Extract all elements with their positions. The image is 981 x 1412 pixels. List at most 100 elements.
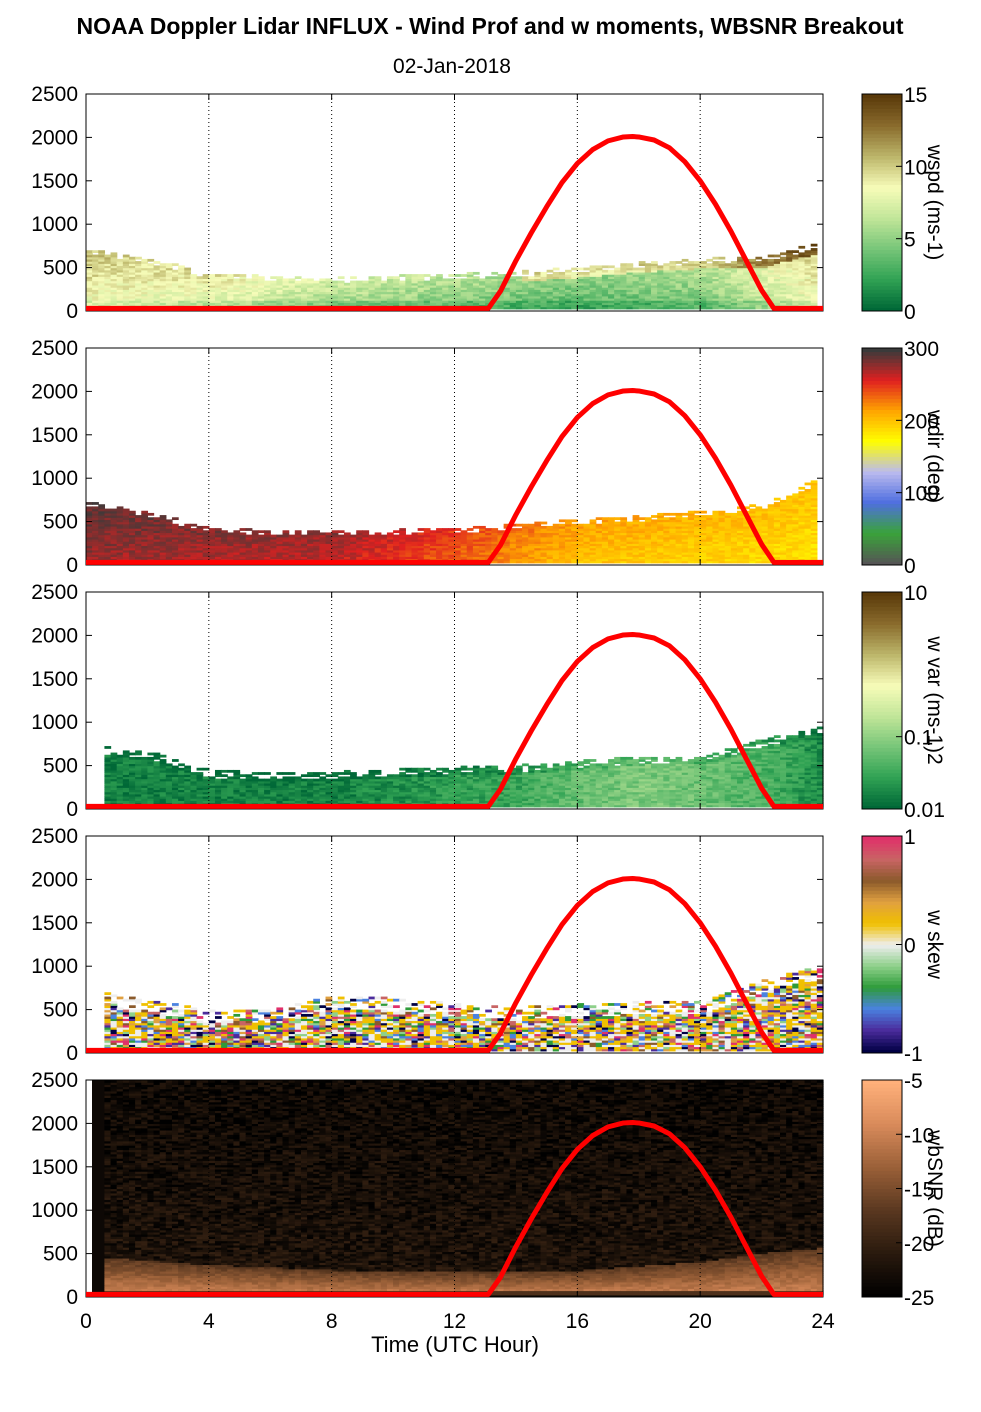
data-cell bbox=[644, 274, 652, 277]
data-cell bbox=[337, 282, 345, 286]
data-cell bbox=[503, 289, 511, 293]
data-cell bbox=[798, 280, 806, 284]
data-cell bbox=[135, 556, 142, 560]
data-cell bbox=[153, 267, 161, 271]
data-cell bbox=[632, 302, 640, 306]
data-cell bbox=[761, 261, 769, 264]
data-cell bbox=[411, 276, 419, 280]
data-cell bbox=[595, 271, 603, 275]
data-cell bbox=[190, 547, 198, 551]
data-cell bbox=[98, 263, 106, 267]
data-cell bbox=[208, 293, 216, 297]
data-cell bbox=[454, 304, 462, 308]
data-cell bbox=[331, 530, 339, 534]
data-cell bbox=[669, 293, 677, 297]
data-cell bbox=[245, 536, 253, 540]
data-cell bbox=[663, 276, 671, 280]
data-cell bbox=[601, 289, 609, 293]
data-cell bbox=[460, 284, 468, 288]
data-cell bbox=[737, 306, 744, 310]
data-cell bbox=[343, 302, 351, 306]
data-cell bbox=[184, 293, 192, 297]
colorbar-tick-label: 10 bbox=[904, 156, 927, 179]
data-cell bbox=[724, 289, 732, 293]
data-cell bbox=[178, 267, 185, 271]
data-cell bbox=[448, 300, 456, 303]
data-cell bbox=[386, 302, 394, 306]
data-cell bbox=[657, 306, 664, 310]
data-cell bbox=[116, 547, 124, 551]
data-cell bbox=[294, 547, 302, 551]
data-cell bbox=[147, 551, 155, 555]
data-cell bbox=[743, 293, 750, 297]
data-cell bbox=[257, 543, 265, 547]
data-cell bbox=[780, 297, 787, 301]
data-cell bbox=[325, 289, 333, 293]
data-cell bbox=[399, 528, 406, 531]
data-cell bbox=[319, 278, 327, 282]
data-cell bbox=[98, 258, 106, 262]
data-cell bbox=[681, 263, 689, 267]
data-cell bbox=[773, 267, 781, 271]
data-cell bbox=[755, 304, 763, 308]
data-cell bbox=[466, 300, 474, 303]
data-cell bbox=[798, 300, 806, 303]
data-cell bbox=[331, 295, 339, 299]
data-cell bbox=[171, 525, 179, 529]
data-cell bbox=[202, 558, 210, 562]
data-cell bbox=[405, 291, 413, 295]
data-cell bbox=[86, 510, 93, 514]
data-cell bbox=[141, 543, 149, 547]
data-cell bbox=[135, 517, 142, 521]
data-cell bbox=[214, 284, 222, 288]
data-cell bbox=[116, 276, 124, 280]
data-cell bbox=[620, 295, 628, 299]
data-cell bbox=[196, 300, 204, 303]
data-cell bbox=[601, 291, 609, 295]
data-cell bbox=[307, 554, 314, 557]
data-cell bbox=[116, 274, 124, 277]
data-cell bbox=[325, 297, 333, 301]
data-cell bbox=[239, 300, 247, 303]
data-cell bbox=[724, 269, 732, 273]
data-cell bbox=[786, 261, 793, 264]
data-cell bbox=[515, 528, 523, 531]
data-cell bbox=[724, 300, 732, 303]
data-cell bbox=[276, 289, 284, 293]
y-tick-label: 1000 bbox=[31, 467, 78, 490]
colorbar-segment bbox=[862, 108, 902, 113]
data-cell bbox=[528, 302, 535, 306]
data-cell bbox=[638, 295, 646, 299]
data-cell bbox=[147, 538, 155, 542]
data-cell bbox=[767, 293, 775, 297]
data-cell bbox=[110, 515, 118, 518]
data-cell bbox=[485, 276, 492, 280]
colorbar-segment bbox=[862, 456, 902, 461]
data-cell bbox=[442, 284, 449, 288]
data-cell bbox=[614, 287, 621, 290]
data-cell bbox=[786, 274, 793, 277]
data-cell bbox=[122, 536, 130, 540]
data-cell bbox=[135, 261, 142, 264]
data-cell bbox=[356, 287, 363, 290]
data-cell bbox=[589, 297, 597, 301]
data-cell bbox=[128, 517, 136, 521]
data-cell bbox=[804, 263, 812, 267]
data-cell bbox=[208, 300, 216, 303]
data-cell bbox=[86, 556, 93, 560]
data-cell bbox=[122, 269, 130, 273]
data-cell bbox=[386, 287, 394, 290]
data-cell bbox=[399, 541, 406, 544]
data-cell bbox=[620, 274, 628, 277]
data-cell bbox=[442, 287, 449, 290]
data-cell bbox=[374, 532, 382, 536]
data-cell bbox=[687, 284, 695, 288]
data-cell bbox=[159, 267, 167, 271]
data-cell bbox=[589, 287, 597, 290]
data-cell bbox=[626, 289, 634, 293]
data-cell bbox=[681, 512, 689, 516]
data-cell bbox=[171, 297, 179, 301]
data-cell bbox=[595, 295, 603, 299]
data-cell bbox=[706, 267, 714, 271]
data-cell bbox=[454, 295, 462, 299]
